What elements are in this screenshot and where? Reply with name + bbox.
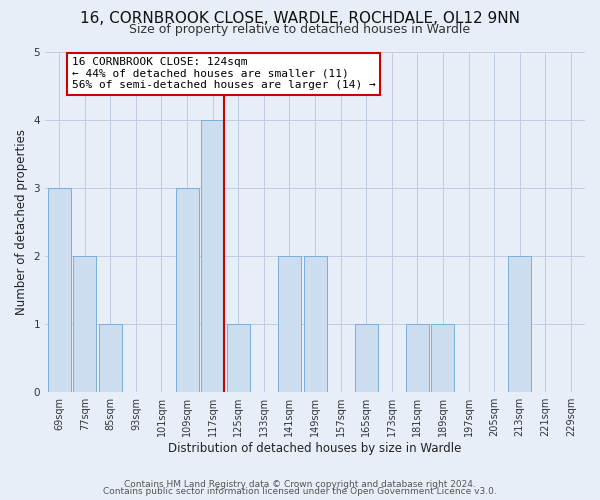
Bar: [431, 324, 454, 392]
Text: Contains public sector information licensed under the Open Government Licence v3: Contains public sector information licen…: [103, 487, 497, 496]
Bar: [47, 188, 71, 392]
Bar: [406, 324, 429, 392]
Text: 16, CORNBROOK CLOSE, WARDLE, ROCHDALE, OL12 9NN: 16, CORNBROOK CLOSE, WARDLE, ROCHDALE, O…: [80, 11, 520, 26]
Bar: [201, 120, 224, 392]
Bar: [278, 256, 301, 392]
Bar: [304, 256, 326, 392]
Bar: [355, 324, 378, 392]
Y-axis label: Number of detached properties: Number of detached properties: [15, 129, 28, 315]
Bar: [99, 324, 122, 392]
Text: Size of property relative to detached houses in Wardle: Size of property relative to detached ho…: [130, 22, 470, 36]
Text: 16 CORNBROOK CLOSE: 124sqm
← 44% of detached houses are smaller (11)
56% of semi: 16 CORNBROOK CLOSE: 124sqm ← 44% of deta…: [72, 57, 376, 90]
Text: Contains HM Land Registry data © Crown copyright and database right 2024.: Contains HM Land Registry data © Crown c…: [124, 480, 476, 489]
Bar: [227, 324, 250, 392]
Bar: [73, 256, 96, 392]
Bar: [508, 256, 531, 392]
X-axis label: Distribution of detached houses by size in Wardle: Distribution of detached houses by size …: [169, 442, 462, 455]
Bar: [176, 188, 199, 392]
